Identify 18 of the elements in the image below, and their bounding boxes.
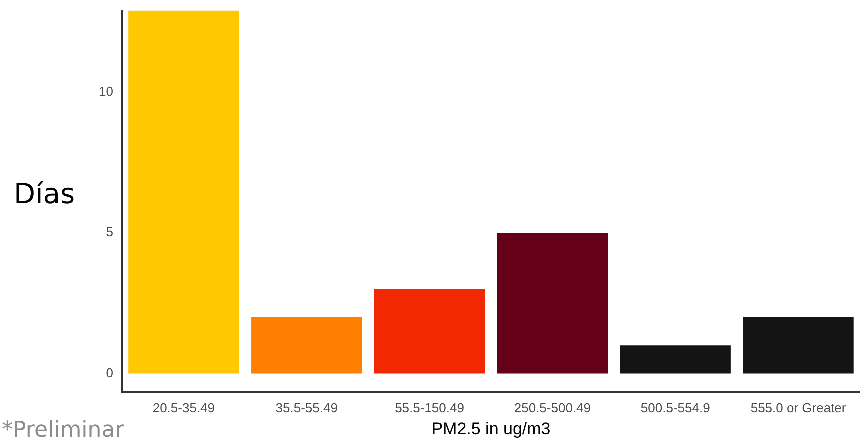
- bar: [374, 289, 486, 374]
- x-axis-title: PM2.5 in ug/m3: [432, 419, 551, 438]
- x-tick-label: 20.5-35.49: [152, 400, 216, 416]
- x-tick-label: 35.5-55.49: [276, 400, 338, 416]
- bar: [252, 317, 362, 374]
- bar: [128, 10, 240, 374]
- y-tick-label: 10: [98, 84, 114, 99]
- y-tick-label: 5: [106, 224, 114, 240]
- text: *Preliminar: [2, 418, 126, 443]
- x-tick-label: 250.5-500.49: [514, 400, 592, 416]
- bar: [620, 346, 731, 374]
- x-tick-label: 55.5-150.49: [395, 400, 464, 416]
- y-tick-label: 0: [106, 365, 114, 380]
- x-tick-label: 555.0 or Greater: [750, 400, 847, 416]
- y-axis-title: Días: [14, 177, 76, 210]
- x-tick-label: 500.5-554.9: [640, 400, 710, 416]
- bar: [497, 233, 608, 374]
- bar: [743, 317, 854, 374]
